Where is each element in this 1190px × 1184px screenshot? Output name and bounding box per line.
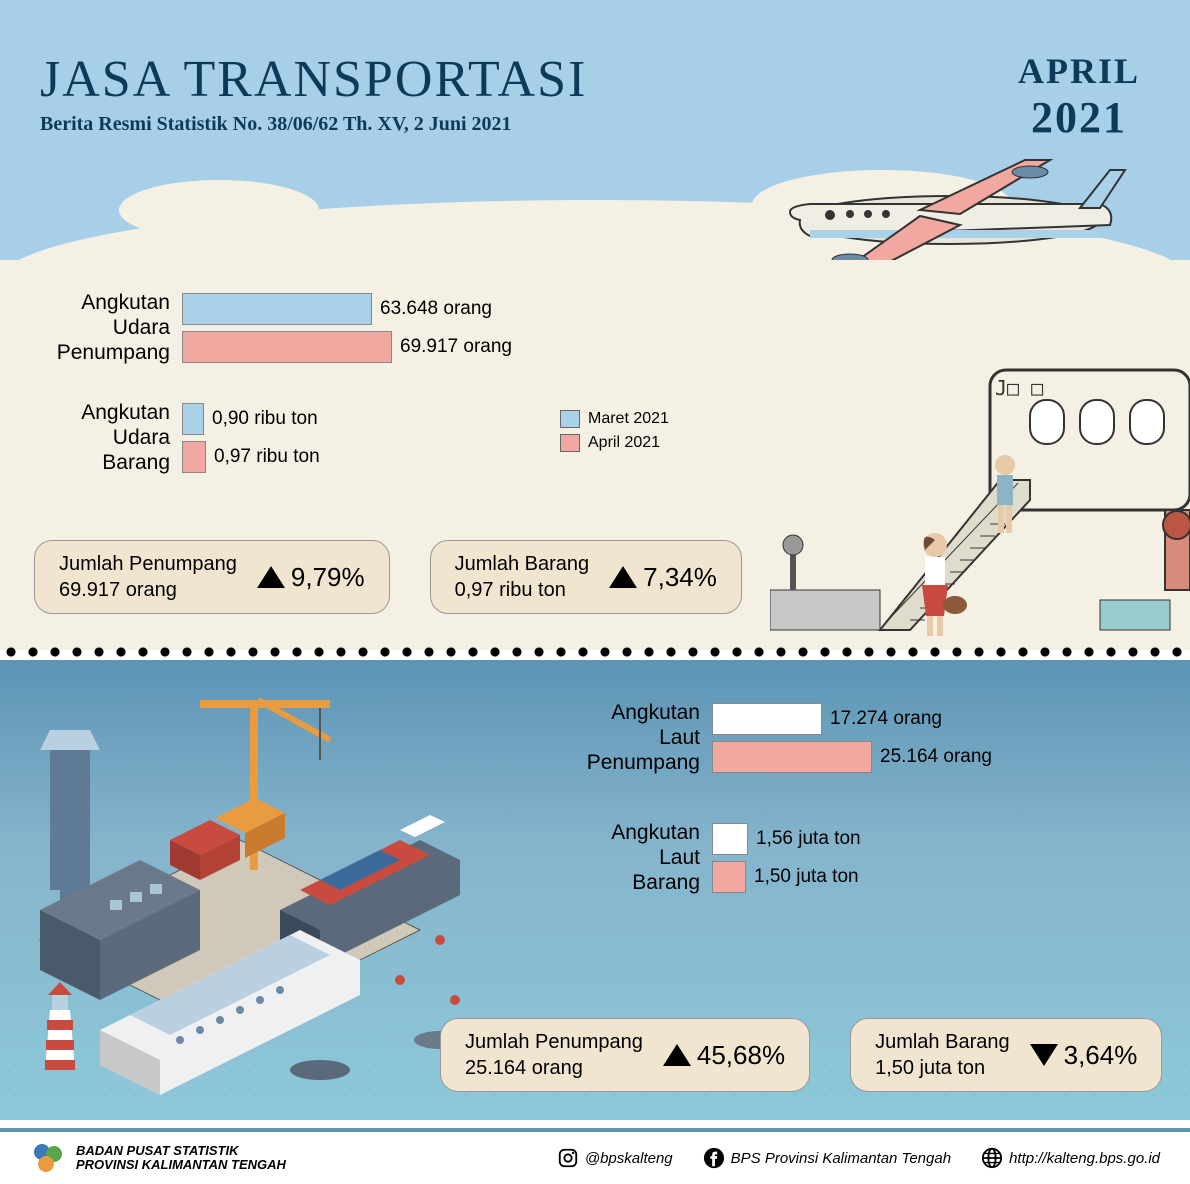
arrow-up-icon [663, 1044, 691, 1066]
boarding-illustration: J□ □ [770, 350, 1190, 640]
bar-label: Angkutan Laut Barang [560, 820, 700, 896]
stat-box-sea-cargo: Jumlah Barang 1,50 juta ton 3,64% [850, 1018, 1162, 1092]
bar-maret [712, 703, 822, 735]
air-section: Angkutan Udara Penumpang 63.648 orang 69… [0, 260, 1190, 650]
air-stat-boxes: Jumlah Penumpang 69.917 orang 9,79% Juml… [34, 540, 742, 614]
stat-box-cargo: Jumlah Barang 0,97 ribu ton 7,34% [430, 540, 742, 614]
footer-facebook: BPS Provinsi Kalimantan Tengah [703, 1147, 951, 1169]
subtitle: Berita Resmi Statistik No. 38/06/62 Th. … [40, 113, 587, 136]
sea-cargo-bars: Angkutan Laut Barang 1,56 juta ton 1,50 … [560, 820, 861, 896]
legend-swatch-blue [560, 410, 580, 428]
date-month: APRIL [1018, 50, 1140, 92]
legend: Maret 2021 April 2021 [560, 410, 669, 458]
bar-label: Angkutan Udara Penumpang [30, 290, 170, 366]
seaport-illustration [0, 670, 480, 1100]
stat-box-sea-passenger: Jumlah Penumpang 25.164 orang 45,68% [440, 1018, 810, 1092]
sea-passenger-bars: Angkutan Laut Penumpang 17.274 orang 25.… [560, 700, 992, 776]
footer-org: BADAN PUSAT STATISTIK PROVINSI KALIMANTA… [76, 1144, 286, 1173]
bar-april [712, 861, 746, 893]
stat-box-passenger: Jumlah Penumpang 69.917 orang 9,79% [34, 540, 390, 614]
bar-april [182, 441, 206, 473]
air-passenger-bars: Angkutan Udara Penumpang 63.648 orang 69… [30, 290, 512, 366]
facebook-icon [703, 1147, 725, 1169]
title-block: JASA TRANSPORTASI Berita Resmi Statistik… [40, 50, 587, 136]
footer-instagram: @bpskalteng [557, 1147, 673, 1169]
bar-april [712, 741, 872, 773]
sky-background: JASA TRANSPORTASI Berita Resmi Statistik… [0, 0, 1190, 260]
bar-label: Angkutan Udara Barang [30, 400, 170, 476]
legend-swatch-red [560, 434, 580, 452]
bar-maret [712, 823, 748, 855]
arrow-up-icon [609, 566, 637, 588]
sea-section: Angkutan Laut Penumpang 17.274 orang 25.… [0, 660, 1190, 1120]
bar-april [182, 331, 392, 363]
sea-stat-boxes: Jumlah Penumpang 25.164 orang 45,68% Jum… [440, 1018, 1162, 1092]
footer-web: http://kalteng.bps.go.id [981, 1147, 1160, 1169]
bps-logo-icon [30, 1140, 66, 1176]
main-title: JASA TRANSPORTASI [40, 50, 587, 109]
instagram-icon [557, 1147, 579, 1169]
section-divider [0, 646, 1190, 658]
globe-icon [981, 1147, 1003, 1169]
svg-text:J□ □: J□ □ [995, 376, 1043, 400]
arrow-up-icon [257, 566, 285, 588]
bar-label: Angkutan Laut Penumpang [560, 700, 700, 776]
bar-maret [182, 293, 372, 325]
footer: BADAN PUSAT STATISTIK PROVINSI KALIMANTA… [0, 1128, 1190, 1184]
bar-maret [182, 403, 204, 435]
air-cargo-bars: Angkutan Udara Barang 0,90 ribu ton 0,97… [30, 400, 320, 476]
arrow-down-icon [1030, 1044, 1058, 1066]
